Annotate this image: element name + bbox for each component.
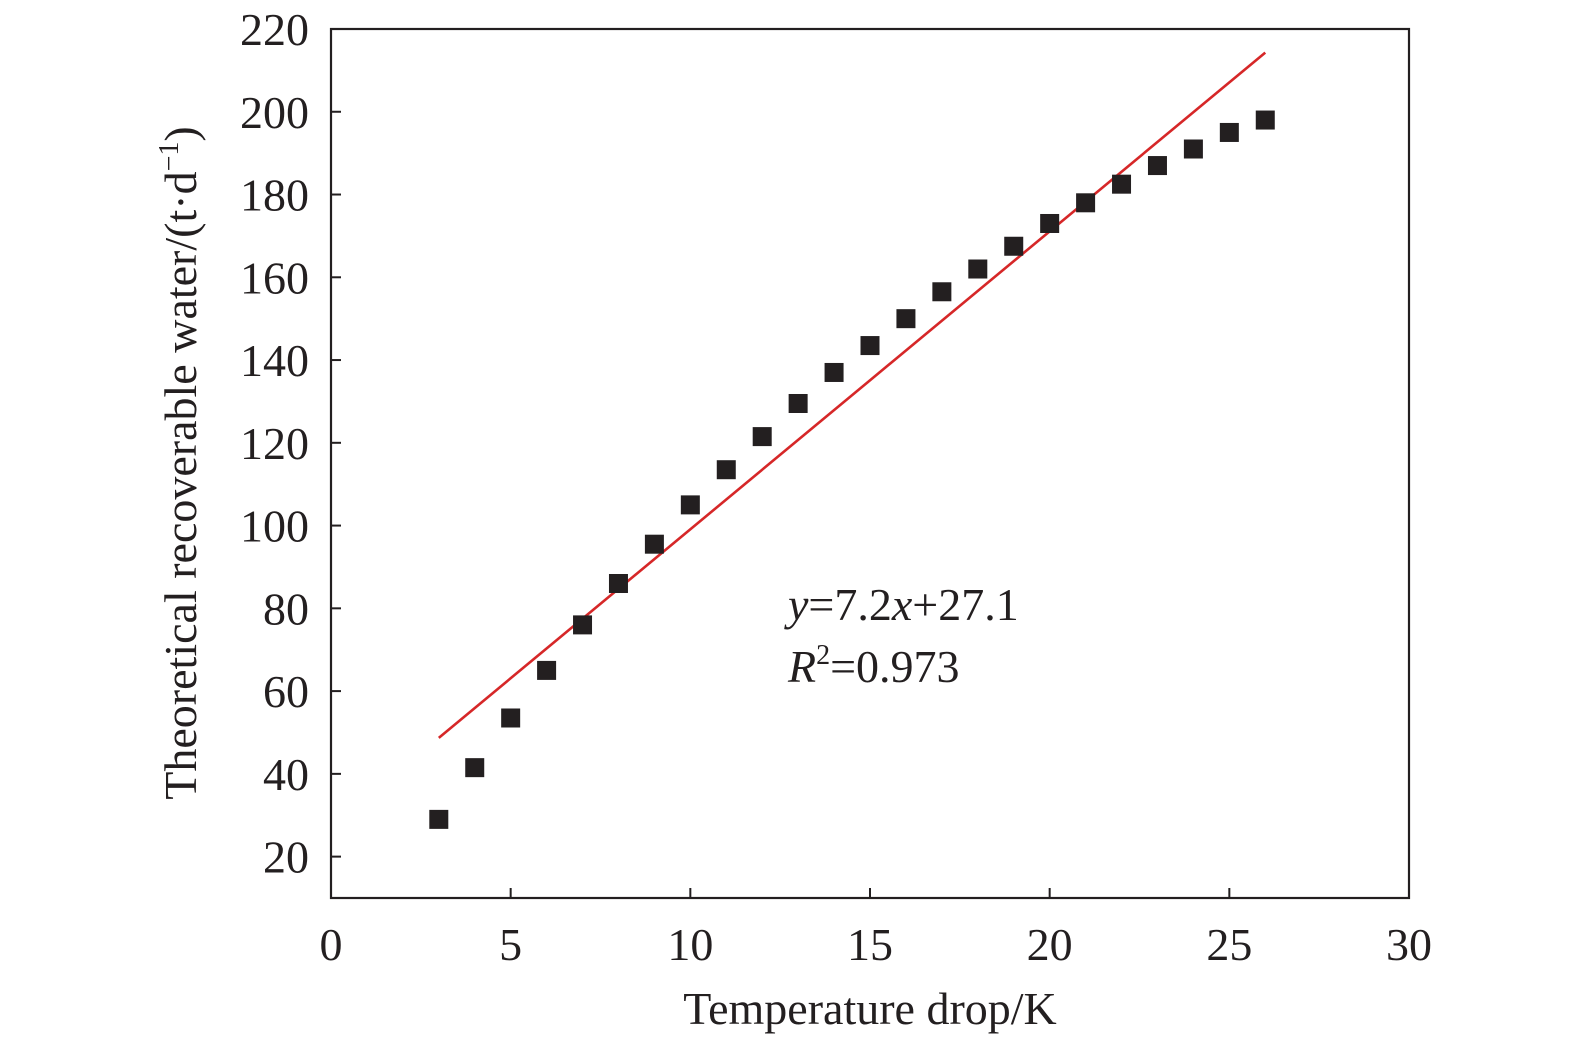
data-point <box>465 758 485 778</box>
data-point <box>680 495 700 515</box>
x-axis-title: Temperature drop/K <box>683 983 1057 1034</box>
x-tick-label: 0 <box>320 919 343 970</box>
x-tick-label: 30 <box>1386 919 1432 970</box>
data-point <box>1004 236 1024 256</box>
y-tick-label: 120 <box>240 418 309 469</box>
plot-frame <box>329 27 1411 900</box>
y-axis-title-main: Theoretical recoverable water/(t·d <box>155 171 206 799</box>
data-point <box>429 809 449 829</box>
y-axis-title: Theoretical recoverable water/(t·d−1) <box>154 126 206 799</box>
y-tick-label: 140 <box>240 335 309 386</box>
data-point <box>1255 110 1275 130</box>
x-tick-label: 20 <box>1027 919 1073 970</box>
data-point <box>1147 156 1167 176</box>
data-point <box>1076 193 1096 213</box>
y-axis-title-sup: −1 <box>154 142 185 172</box>
data-point <box>1112 174 1132 194</box>
data-point <box>932 282 952 302</box>
data-point <box>644 534 664 554</box>
y-tick-label: 200 <box>240 87 309 138</box>
data-point <box>573 615 593 635</box>
data-point <box>716 460 736 480</box>
y-tick-label: 60 <box>263 666 309 717</box>
equation-intercept: +27.1 <box>912 579 1018 630</box>
x-tick-label: 15 <box>847 919 893 970</box>
fit-equation: y=7.2x+27.1 <box>784 579 1019 630</box>
equation-slope: =7.2 <box>808 579 891 630</box>
data-point <box>1183 139 1203 159</box>
data-point <box>824 362 844 382</box>
equation-y-var: y <box>784 579 809 630</box>
r-squared-label: R2=0.973 <box>787 640 960 692</box>
y-tick-label: 100 <box>240 501 309 552</box>
y-tick-label: 160 <box>240 252 309 303</box>
y-axis-title-end: ) <box>155 126 206 141</box>
r-squared-value: =0.973 <box>830 641 959 692</box>
r-squared-sup: 2 <box>816 640 830 671</box>
data-point <box>537 660 557 680</box>
fit-line <box>437 51 1267 739</box>
x-tick-label: 5 <box>499 919 522 970</box>
equation-x-var: x <box>891 579 913 630</box>
data-point <box>1219 122 1239 142</box>
y-tick-label: 40 <box>263 749 309 800</box>
y-tick-label: 80 <box>263 583 309 634</box>
x-tick-label: 25 <box>1206 919 1252 970</box>
data-point <box>860 336 880 356</box>
y-tick-label: 180 <box>240 170 309 221</box>
y-tick-label: 220 <box>240 4 309 55</box>
data-point <box>896 309 916 329</box>
data-point <box>968 259 988 279</box>
data-point <box>501 708 521 728</box>
data-point <box>1040 213 1060 233</box>
data-point <box>608 574 628 594</box>
data-point <box>788 393 808 413</box>
y-tick-label: 20 <box>263 832 309 883</box>
r-squared-var: R <box>787 641 816 692</box>
data-point <box>752 427 772 447</box>
x-tick-label: 10 <box>667 919 713 970</box>
